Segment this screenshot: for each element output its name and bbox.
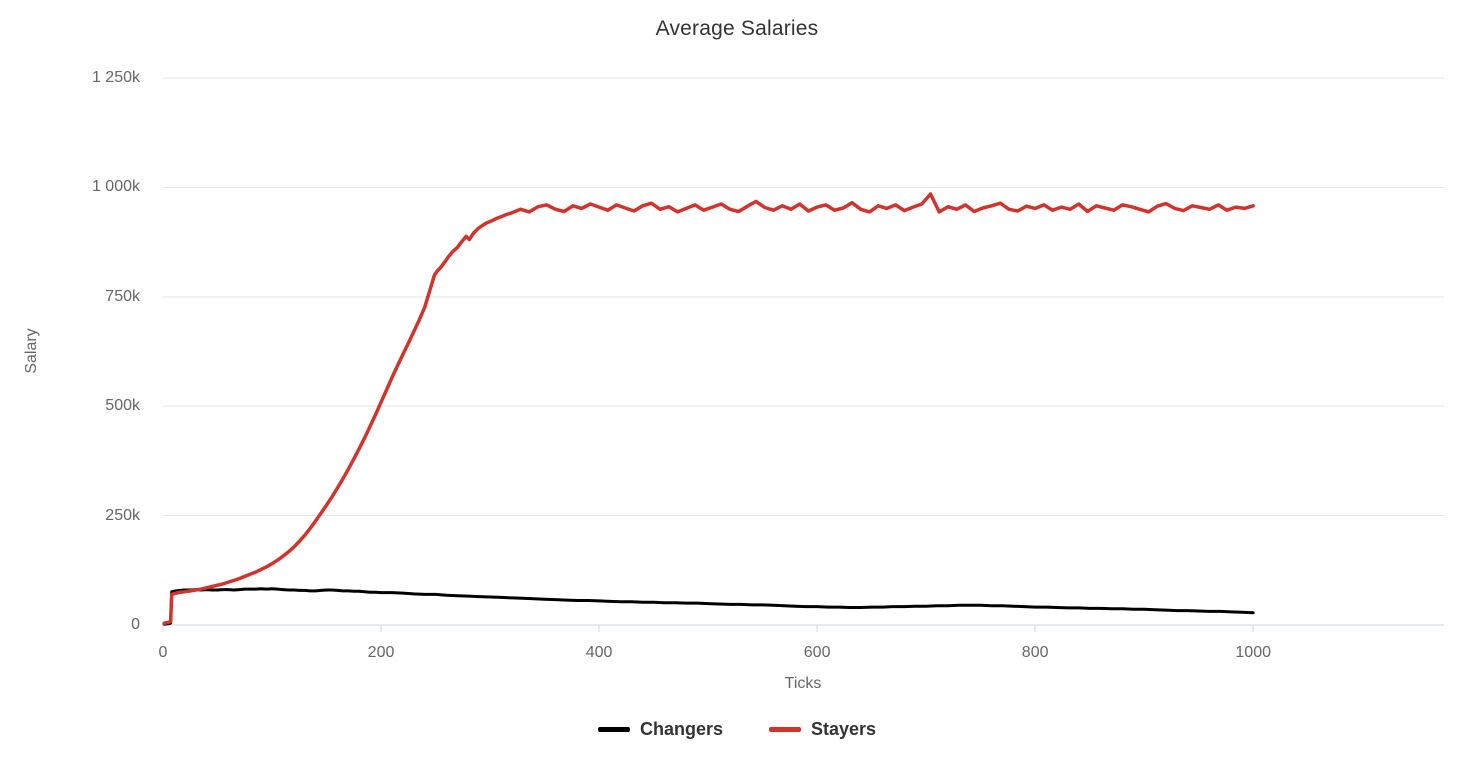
legend-label: Changers	[639, 719, 723, 739]
series-line-stayers	[162, 192, 1255, 625]
x-tick-label: 0	[158, 644, 168, 661]
y-tick-label: 1 250k	[91, 69, 140, 86]
legend: Changers Stayers	[0, 719, 1474, 740]
legend-item-changers[interactable]: Changers	[597, 719, 723, 740]
series-line-changers	[162, 587, 1255, 626]
x-tick-label: 400	[585, 644, 613, 661]
y-tick-label: 250k	[105, 506, 140, 524]
x-tick-label: 200	[367, 644, 395, 661]
x-tick-label: 1000	[1235, 644, 1271, 661]
y-tick-label: 0	[131, 616, 140, 633]
legend-line-marker-changers	[597, 727, 630, 732]
x-tick-label: 800	[1021, 644, 1049, 661]
x-tick-label: 600	[803, 644, 831, 661]
y-tick-label: 750k	[105, 287, 140, 305]
y-axis-title: Salary	[23, 328, 40, 374]
x-axis-title: Ticks	[784, 675, 822, 692]
y-tick-label: 500k	[105, 397, 140, 415]
legend-item-stayers[interactable]: Stayers	[768, 719, 877, 740]
chart-title: Average Salaries	[655, 17, 819, 40]
legend-label: Stayers	[810, 719, 877, 739]
y-tick-label: 1 000k	[91, 178, 140, 196]
legend-line-marker-stayers	[768, 727, 801, 732]
